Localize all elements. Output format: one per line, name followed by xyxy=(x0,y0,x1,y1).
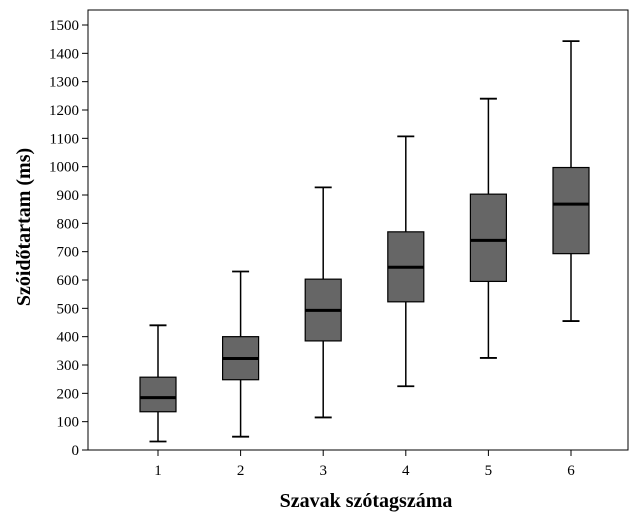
y-tick-label: 1200 xyxy=(49,103,79,119)
y-tick-label: 1400 xyxy=(49,46,79,62)
y-tick-label: 100 xyxy=(57,415,80,431)
y-tick-label: 1500 xyxy=(49,18,79,34)
box-category-2 xyxy=(222,270,260,438)
box-category-1 xyxy=(139,324,177,443)
y-tick-label: 0 xyxy=(72,443,80,459)
y-tick-label: 1300 xyxy=(49,75,79,91)
box-category-3 xyxy=(304,186,342,419)
plot-frame xyxy=(87,9,629,451)
x-axis-title: Szavak szótagszáma xyxy=(280,490,453,512)
box-category-4 xyxy=(387,135,425,388)
iqr-box xyxy=(139,376,177,413)
x-tick-label: 1 xyxy=(154,463,162,479)
iqr-box xyxy=(469,193,507,283)
y-tick-label: 500 xyxy=(57,301,80,317)
y-tick-label: 1100 xyxy=(50,131,79,147)
y-tick-label: 200 xyxy=(57,386,80,402)
y-tick-label: 800 xyxy=(57,216,80,232)
y-tick-label: 700 xyxy=(57,245,80,261)
y-axis: 0 100 200 300 400 500 600 700 800 900 1000 1100 1200… xyxy=(49,18,88,459)
y-tick-label: 400 xyxy=(57,330,80,346)
iqr-box xyxy=(552,166,590,255)
y-axis-title: Szóidőtartam (ms) xyxy=(13,148,35,306)
box-category-5 xyxy=(469,97,507,359)
box-category-6 xyxy=(552,40,590,322)
y-tick-label: 900 xyxy=(57,188,80,204)
box-series xyxy=(139,40,590,443)
y-tick-label: 600 xyxy=(57,273,80,289)
x-tick-label: 4 xyxy=(402,463,410,479)
x-tick-label: 3 xyxy=(319,463,327,479)
y-tick-label: 1000 xyxy=(49,160,79,176)
y-tick-label: 300 xyxy=(57,358,80,374)
x-tick-label: 5 xyxy=(485,463,493,479)
x-tick-label: 6 xyxy=(567,463,575,479)
plot-area xyxy=(87,9,629,451)
x-axis: 1 2 3 4 5 6 xyxy=(154,450,575,479)
x-tick-label: 2 xyxy=(237,463,245,479)
